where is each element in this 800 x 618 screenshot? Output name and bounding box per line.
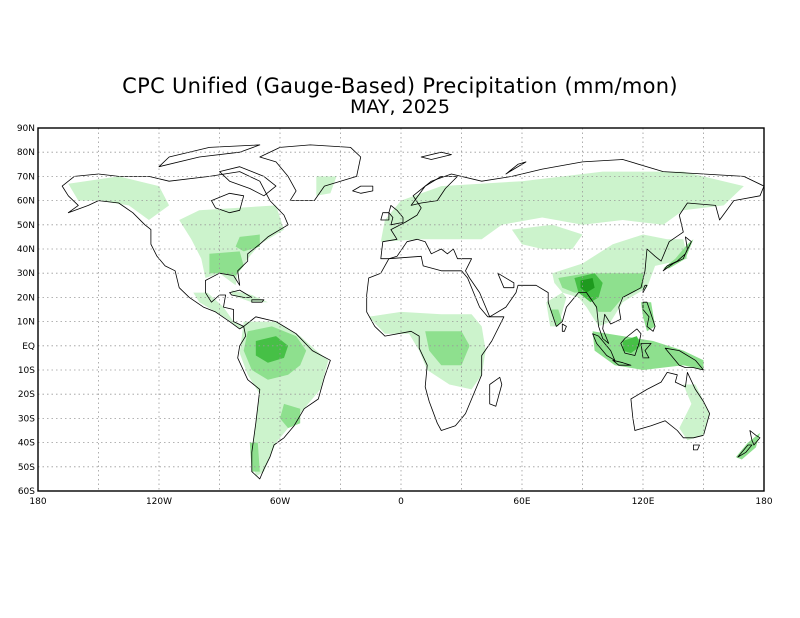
precip-region-northeast-us: [235, 234, 260, 252]
lat-tick-label: 30S: [18, 414, 35, 424]
coastline-new-zealand-south: [737, 444, 753, 458]
coastline-scandinavia-baltic: [410, 175, 458, 206]
precip-region-southeast-us: [209, 251, 244, 276]
precipitation-layer: [68, 171, 760, 477]
lon-tick-label: 0: [398, 497, 404, 507]
lat-tick-label: 50N: [17, 221, 35, 231]
map-frame: [37, 127, 765, 492]
coastline-layer: [61, 144, 765, 480]
coastline-hudson-bay: [210, 192, 245, 214]
precip-region-borneo-core: [622, 336, 641, 354]
longitude-labels: 180 120W 60W 0 60E 120E 180: [29, 497, 772, 507]
coastline-ireland: [380, 212, 390, 221]
lat-tick-label: 30N: [17, 269, 35, 279]
latitude-labels: 90N 80N 70N 60N 50N 40N 30N 20N 10N EQ 10S 20S 30S 40…: [17, 124, 35, 497]
lat-tick-label: 40N: [17, 245, 35, 255]
lon-tick-label: 60E: [513, 497, 530, 507]
lat-tick-label: 50S: [18, 463, 35, 473]
lat-tick-label: 60S: [18, 487, 35, 497]
lat-tick-label: 60N: [17, 197, 35, 207]
coastline-sri-lanka: [561, 323, 567, 332]
lon-tick-label: 120E: [632, 497, 655, 507]
precip-region-central-america: [193, 292, 244, 329]
precip-region-europe-siberia: [380, 171, 744, 242]
coastline-tasmania: [693, 444, 700, 451]
coastline-japan: [662, 236, 692, 272]
lat-tick-label: 80N: [17, 148, 35, 158]
coastline-new-zealand-north: [749, 430, 761, 446]
coastline-great-britain: [388, 204, 404, 226]
coastline-arabia-gulf: [497, 272, 515, 289]
lon-tick-label: 60W: [270, 497, 290, 507]
lat-tick-label: 40S: [18, 439, 35, 449]
precip-region-philippines: [641, 302, 656, 332]
coastline-south-america: [237, 316, 331, 480]
coastline-cuba: [229, 289, 253, 298]
coastline-eurasia: [380, 159, 765, 344]
coastline-greenland: [259, 144, 362, 202]
lat-tick-label: 70N: [17, 172, 35, 182]
coastline-iceland: [352, 185, 374, 194]
precip-region-east-australia: [679, 384, 710, 441]
coastline-sulawesi: [640, 342, 652, 359]
precip-region-amazon-core: [255, 336, 289, 363]
coastline-philippines: [642, 301, 656, 332]
lat-tick-label: 10N: [17, 318, 35, 328]
lat-tick-label: 10S: [18, 366, 35, 376]
precip-region-congo: [425, 331, 470, 366]
precip-region-south-india: [550, 309, 563, 327]
lat-tick-label: 20S: [18, 390, 35, 400]
coastline-madagascar: [489, 376, 503, 407]
coastline-arctic-islands: [158, 144, 261, 168]
gridline-layer: [38, 128, 764, 491]
lat-tick-label: 20N: [17, 293, 35, 303]
precip-region-southern-brazil: [280, 403, 301, 429]
lon-tick-label: 120W: [146, 497, 172, 507]
lat-tick-label: 90N: [17, 124, 35, 134]
precip-region-central-asia-north: [511, 224, 583, 249]
coastline-new-guinea: [664, 347, 704, 371]
precip-region-maritime-continent: [592, 331, 704, 370]
precip-region-alaska-west-canada: [68, 176, 170, 220]
coastline-north-america: [61, 171, 289, 330]
coastline-hispaniola: [251, 299, 265, 303]
coastline-svalbard: [420, 151, 452, 160]
coastline-australia: [630, 371, 710, 439]
coastline-sumatra: [592, 333, 616, 361]
map-subtitle: MAY, 2025: [350, 96, 450, 118]
precip-region-bengal-core: [580, 278, 595, 293]
coastline-java: [612, 359, 632, 366]
precip-region-japan: [663, 239, 694, 269]
precip-region-eastern-north-america: [179, 205, 284, 286]
coastline-borneo: [620, 328, 642, 356]
lon-tick-label: 180: [755, 497, 772, 507]
precip-region-west-central-africa: [368, 311, 486, 390]
coastline-baffin: [219, 166, 277, 197]
lat-tick-label: EQ: [22, 342, 35, 352]
coastline-africa: [366, 255, 505, 431]
map-title: CPC Unified (Gauge-Based) Precipitation …: [122, 74, 678, 98]
lon-tick-label: 180: [29, 497, 46, 507]
coastline-novaya-zemlya: [505, 161, 527, 175]
